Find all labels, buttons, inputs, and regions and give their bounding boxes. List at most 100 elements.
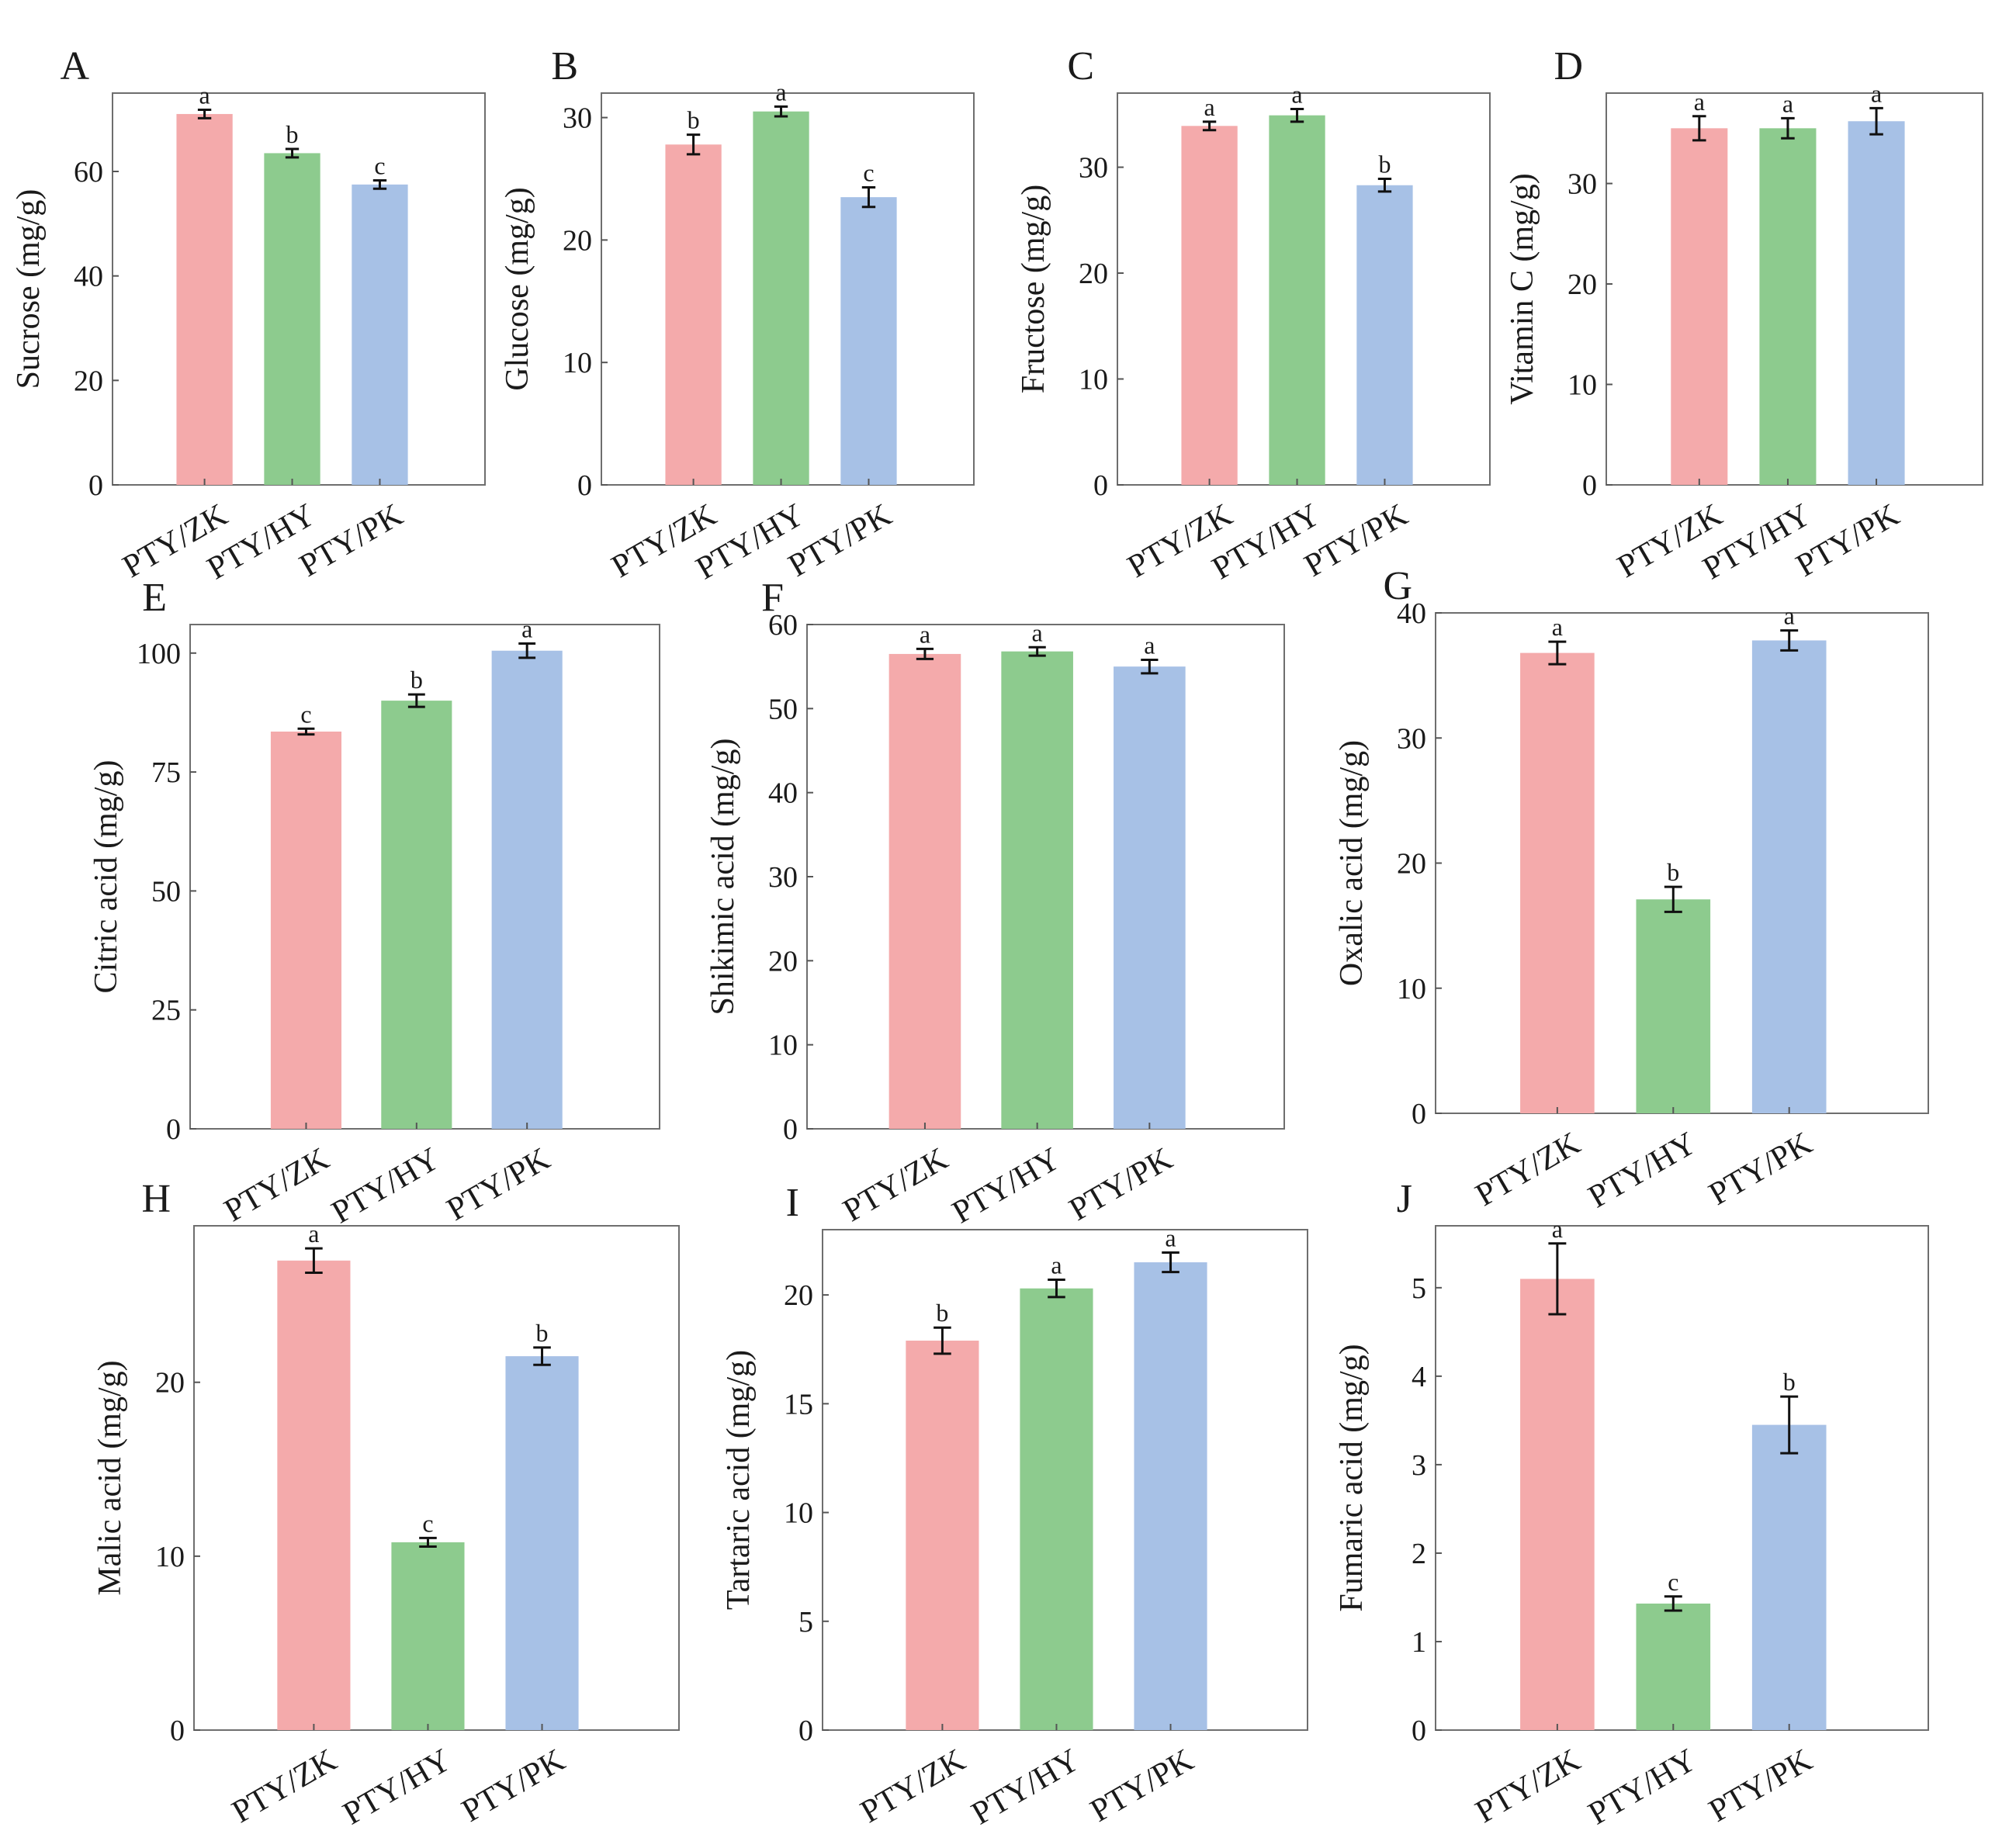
panel-f-xtick-label-pk: PTY/PK — [1063, 1141, 1178, 1228]
panel-d-xtick-label-pk: PTY/PK — [1790, 497, 1905, 584]
panel-d-errorbar-zk — [1692, 115, 1706, 142]
panel-e-bar-hy — [381, 701, 452, 1129]
panel-g-sig-zk: a — [1552, 613, 1563, 641]
panel-h-errorbar-zk — [305, 1247, 323, 1275]
panel-j-ylabel: Fumaric acid (mg/g) — [1334, 1344, 1370, 1611]
panel-e-sig-pk: a — [521, 615, 532, 643]
panel-f-errorbar-pk — [1141, 659, 1159, 675]
panel-e-ytick-label: 75 — [151, 756, 181, 789]
panel-i-errorbar-zk — [934, 1326, 951, 1355]
panel-g-ytick-label: 40 — [1397, 597, 1426, 630]
panel-b-errorbar-hy — [774, 105, 788, 118]
panel-f-sig-hy: a — [1032, 618, 1043, 646]
panel-a-sig-pk: c — [374, 151, 385, 179]
panel-a-bar-pk — [352, 184, 408, 486]
panel-b-letter: B — [551, 44, 578, 88]
panel-b-sig-pk: c — [863, 159, 874, 187]
panel-f-ylabel: Shikimic acid (mg/g) — [705, 739, 741, 1016]
panel-c-ytick-label: 10 — [1079, 364, 1108, 396]
panel-c-ytick-label: 0 — [1093, 469, 1108, 502]
panel-e-ytick-label: 100 — [137, 638, 181, 670]
panel-i-bar-zk — [906, 1341, 979, 1730]
panel-a-xtick-label-pk: PTY/PK — [294, 497, 409, 584]
panel-j-errorbar-pk — [1780, 1395, 1799, 1455]
panel-e-ytick-label: 50 — [151, 875, 181, 908]
panel-e-ylabel: Citric acid (mg/g) — [88, 760, 124, 994]
panel-e-bar-zk — [270, 731, 342, 1129]
panel-a-ytick-label: 20 — [74, 365, 103, 397]
panel-h-bar-pk — [505, 1356, 579, 1730]
panel-b-ytick-label: 30 — [563, 102, 592, 135]
panel-f-ytick-label: 50 — [768, 693, 798, 725]
panel-h-ylabel: Malic acid (mg/g) — [92, 1360, 128, 1595]
panel-c-letter: C — [1067, 44, 1094, 88]
panel-i-bar-hy — [1020, 1288, 1093, 1730]
panel-j-ytick-label: 4 — [1412, 1361, 1426, 1393]
panel-c-ylabel: Fructose (mg/g) — [1016, 185, 1051, 393]
panel-a-ytick-label: 0 — [88, 469, 103, 502]
panel-i-ytick-label: 5 — [798, 1606, 813, 1639]
panel-i: I 0 5 10 15 20 Tartaric acid (mg/g) b PTY/ZK a PTY… — [721, 1181, 1308, 1832]
panel-e-bar-pk — [491, 650, 563, 1129]
panel-j-sig-zk: a — [1552, 1215, 1563, 1243]
panel-f-xtick-label-hy: PTY/HY — [947, 1141, 1066, 1231]
panel-c-ytick-label: 20 — [1079, 258, 1108, 290]
panel-h-sig-hy: c — [422, 1509, 433, 1537]
panel-h-xtick-label-zk: PTY/ZK — [227, 1742, 343, 1830]
panel-j-ytick-label: 0 — [1412, 1715, 1426, 1747]
panel-a-ylabel: Sucrose (mg/g) — [11, 189, 47, 389]
panel-i-sig-hy: a — [1051, 1251, 1062, 1279]
panel-h-xtick-label-hy: PTY/HY — [338, 1742, 457, 1832]
panel-j-xtick-label-zk: PTY/ZK — [1470, 1742, 1586, 1830]
panel-j-bar-pk — [1751, 1424, 1827, 1730]
panel-d-sig-hy: a — [1782, 89, 1793, 117]
panel-h-ytick-label: 0 — [170, 1715, 185, 1747]
panel-i-xtick-label-hy: PTY/HY — [966, 1742, 1086, 1832]
panel-i-xtick-label-pk: PTY/PK — [1085, 1742, 1200, 1829]
panel-g-bar-hy — [1636, 899, 1711, 1113]
panel-b-sig-hy: a — [775, 78, 786, 106]
panel-b-xtick-label-pk: PTY/PK — [783, 497, 898, 584]
panel-f-ytick-label: 0 — [783, 1113, 798, 1146]
panel-f-bar-zk — [888, 653, 961, 1129]
panel-f-sig-pk: a — [1144, 632, 1155, 659]
panel-j-letter: J — [1397, 1177, 1412, 1221]
panel-g-bar-zk — [1520, 652, 1595, 1113]
panel-i-ytick-label: 20 — [784, 1279, 813, 1312]
panel-i-errorbar-hy — [1048, 1279, 1065, 1299]
panel-i-ytick-label: 15 — [784, 1388, 813, 1421]
panel-e-sig-zk: c — [300, 700, 311, 728]
panel-d-errorbar-pk — [1869, 106, 1883, 136]
panel-c-errorbar-hy — [1290, 107, 1304, 123]
panel-g: G 0 10 20 30 40 Oxalic acid (mg/g) a PTY/ZK b PTY/… — [1334, 564, 1929, 1215]
panel-d-bar-pk — [1848, 121, 1905, 485]
panel-j-bar-zk — [1520, 1279, 1595, 1730]
panel-i-ytick-label: 10 — [784, 1497, 813, 1530]
panel-f-ytick-label: 30 — [768, 861, 798, 894]
panel-h-letter: H — [141, 1177, 171, 1221]
panel-h-sig-pk: b — [536, 1319, 549, 1347]
panel-a-letter: A — [60, 44, 89, 88]
panel-e-xtick-label-pk: PTY/PK — [441, 1141, 556, 1228]
panel-c-errorbar-pk — [1377, 178, 1392, 193]
panel-b-sig-zk: b — [688, 106, 700, 134]
panel-d-sig-zk: a — [1694, 88, 1705, 116]
panel-b-bar-zk — [665, 144, 722, 485]
panel-c-bar-hy — [1269, 115, 1325, 485]
panel-d-ytick-label: 10 — [1567, 369, 1597, 402]
panel-f-ytick-label: 20 — [768, 945, 798, 978]
panel-a-errorbar-pk — [372, 178, 387, 190]
panel-h-bar-hy — [391, 1542, 465, 1730]
panel-g-errorbar-zk — [1548, 640, 1567, 666]
panel-h-xtick-label-pk: PTY/PK — [456, 1742, 571, 1829]
panel-i-sig-pk: a — [1165, 1223, 1176, 1251]
panel-e-xtick-label-zk: PTY/ZK — [219, 1141, 335, 1229]
panel-f-bar-hy — [1001, 651, 1073, 1129]
panel-a-sig-zk: a — [199, 81, 210, 109]
panel-a-ytick-label: 40 — [74, 261, 103, 293]
panel-g-ytick-label: 10 — [1397, 973, 1426, 1005]
panel-j-sig-pk: b — [1783, 1368, 1796, 1396]
panel-j-ytick-label: 2 — [1412, 1538, 1426, 1570]
panel-j-ytick-label: 1 — [1412, 1626, 1426, 1659]
